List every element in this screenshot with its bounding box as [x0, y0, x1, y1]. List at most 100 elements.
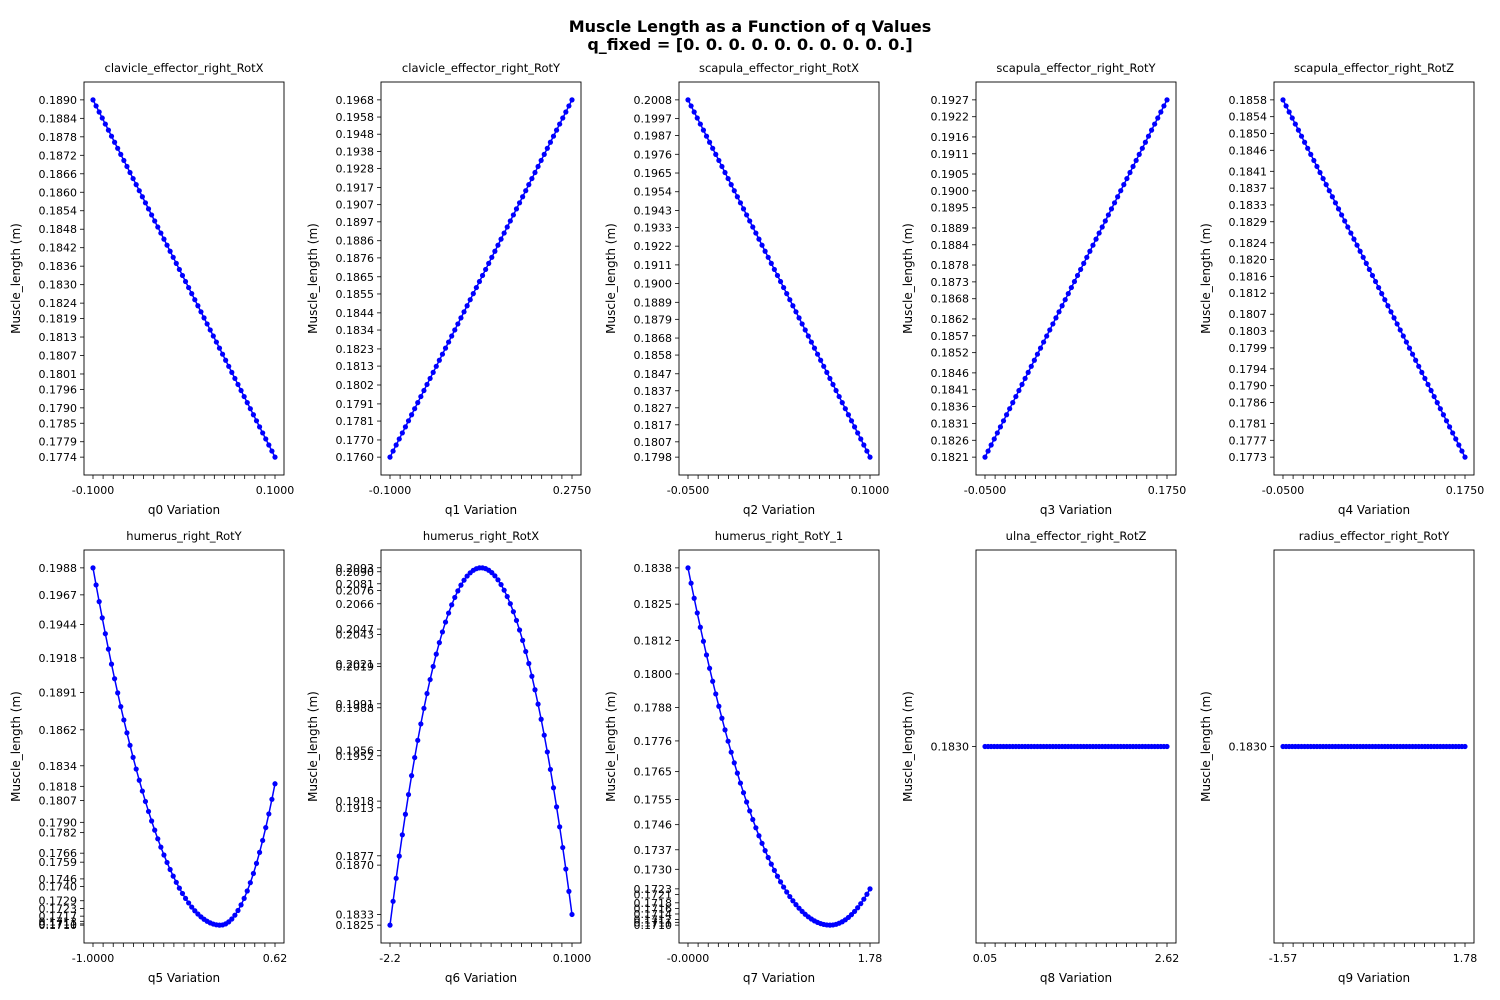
x-axis-label: q7 Variation	[743, 971, 815, 985]
y-tick-label: 0.1796	[39, 383, 78, 396]
data-point	[728, 749, 734, 755]
data-point	[1406, 345, 1413, 351]
data-point	[703, 652, 710, 658]
data-point	[473, 284, 479, 291]
data-point	[1078, 266, 1084, 273]
data-point	[1397, 327, 1403, 333]
y-tick-label: 0.1852	[931, 347, 970, 360]
y-tick-label: 0.2008	[634, 94, 673, 107]
data-point	[136, 777, 142, 783]
data-point	[1121, 182, 1127, 188]
data-point	[127, 169, 133, 176]
data-point	[1127, 169, 1133, 176]
y-tick-label: 0.1777	[1229, 434, 1268, 447]
x-tick-label: 0.1750	[1148, 484, 1187, 497]
data-point	[235, 907, 241, 914]
data-point	[725, 738, 731, 744]
y-tick-label: 0.1922	[634, 240, 673, 253]
y-axis-label: Muscle_length (m)	[9, 691, 23, 802]
data-point	[507, 218, 513, 224]
data-point	[393, 875, 399, 881]
data-point	[421, 387, 427, 394]
data-point	[1409, 351, 1416, 357]
y-tick-label: 0.1834	[336, 324, 375, 337]
y-tick-label: 0.1824	[39, 297, 78, 310]
data-point	[1459, 448, 1465, 454]
subplot-title: scapula_effector_right_RotZ	[1294, 61, 1454, 75]
data-point	[750, 816, 756, 823]
data-point	[1320, 175, 1326, 182]
data-point	[179, 890, 186, 897]
data-point	[1434, 400, 1440, 406]
data-point	[688, 580, 694, 586]
data-point	[725, 175, 731, 182]
data-point	[1437, 406, 1443, 412]
data-point	[719, 715, 725, 721]
plot-frame	[83, 549, 285, 944]
y-tick-label: 0.1723	[634, 883, 673, 896]
data-point	[492, 248, 498, 254]
data-point	[272, 781, 278, 787]
data-point	[771, 266, 777, 273]
y-tick-label: 0.1766	[39, 847, 78, 860]
plot-frame	[678, 549, 880, 944]
data-point	[855, 430, 861, 436]
data-point	[1081, 260, 1087, 266]
data-point	[719, 163, 725, 170]
data-point	[1136, 151, 1142, 157]
data-point	[192, 297, 198, 303]
data-point	[201, 315, 207, 321]
data-point	[997, 424, 1004, 430]
data-point	[566, 103, 572, 109]
data-point	[768, 260, 774, 266]
data-point	[858, 901, 864, 907]
data-point	[855, 905, 861, 911]
data-point	[439, 629, 446, 635]
data-point	[762, 847, 768, 854]
y-tick-label: 0.1801	[39, 368, 78, 381]
y-tick-label: 0.1847	[634, 368, 673, 381]
data-point	[489, 254, 495, 260]
data-point	[1090, 242, 1096, 248]
data-point	[390, 448, 396, 454]
data-point	[848, 418, 855, 424]
data-point	[223, 357, 229, 363]
data-point	[253, 418, 260, 424]
data-point	[467, 297, 473, 303]
data-point	[216, 345, 223, 351]
data-point	[198, 309, 204, 315]
y-tick-label: 0.1916	[931, 131, 970, 144]
y-tick-label: 0.1711	[634, 916, 673, 929]
subplot-4: scapula_effector_right_RotZ 0.1858 0.1854 0…	[1199, 61, 1484, 517]
y-tick-label: 0.1812	[1229, 287, 1268, 300]
data-point	[1280, 97, 1286, 103]
data-point	[691, 109, 697, 115]
y-tick-label: 0.1830	[931, 741, 970, 754]
y-tick-label: 0.1774	[39, 451, 78, 464]
y-tick-label: 0.1773	[1229, 451, 1268, 464]
data-point	[495, 577, 501, 583]
data-point	[158, 230, 164, 236]
y-tick-label: 0.1943	[634, 204, 673, 217]
y-tick-label: 0.1987	[634, 130, 673, 143]
data-point	[139, 194, 145, 200]
y-tick-label: 0.1829	[1229, 216, 1268, 229]
data-point	[1096, 230, 1102, 236]
y-tick-label: 0.1854	[39, 205, 78, 218]
y-axis-label: Muscle_length (m)	[604, 691, 618, 802]
y-tick-label: 0.1900	[634, 278, 673, 291]
data-point	[1164, 97, 1170, 103]
data-point	[412, 406, 418, 412]
data-point	[550, 785, 557, 791]
data-point	[734, 194, 740, 200]
data-point	[982, 454, 988, 460]
data-point	[851, 424, 858, 430]
data-point	[486, 260, 492, 266]
data-point	[179, 272, 186, 279]
y-tick-label: 0.1790	[1229, 380, 1268, 393]
data-point	[1034, 351, 1041, 357]
data-point	[1462, 454, 1468, 460]
data-point	[848, 912, 855, 918]
data-point	[557, 121, 563, 127]
